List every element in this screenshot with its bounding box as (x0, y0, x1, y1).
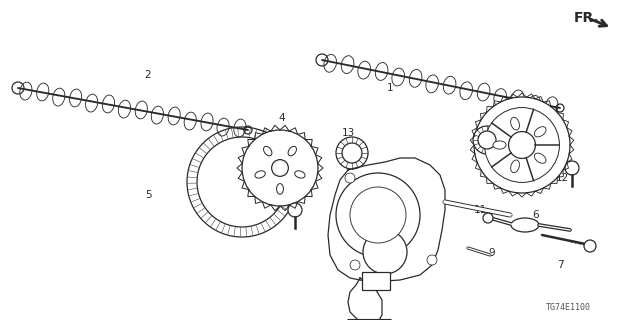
Polygon shape (328, 158, 445, 282)
Text: 10: 10 (421, 190, 435, 200)
Ellipse shape (493, 141, 506, 149)
Circle shape (427, 255, 437, 265)
Circle shape (584, 240, 596, 252)
Circle shape (350, 260, 360, 270)
Circle shape (242, 130, 318, 206)
Ellipse shape (264, 146, 272, 156)
Circle shape (271, 160, 289, 176)
Circle shape (484, 108, 559, 182)
Circle shape (342, 143, 362, 163)
Text: 8: 8 (377, 270, 383, 280)
Text: 3: 3 (525, 113, 531, 123)
Ellipse shape (276, 184, 284, 194)
Ellipse shape (511, 117, 520, 130)
Circle shape (478, 131, 496, 149)
Text: 12: 12 (556, 173, 568, 183)
Ellipse shape (511, 218, 539, 232)
Circle shape (350, 187, 406, 243)
Text: 6: 6 (532, 210, 540, 220)
Circle shape (336, 173, 420, 257)
Circle shape (345, 173, 355, 183)
Circle shape (509, 132, 536, 158)
Circle shape (288, 203, 302, 217)
Text: 9: 9 (489, 248, 495, 258)
Text: TG74E1100: TG74E1100 (545, 303, 591, 313)
Text: FR.: FR. (574, 11, 600, 25)
Text: 14: 14 (413, 258, 427, 268)
Ellipse shape (534, 153, 546, 163)
Circle shape (565, 161, 579, 175)
Text: 1: 1 (387, 83, 394, 93)
Circle shape (473, 126, 501, 154)
Ellipse shape (534, 127, 546, 137)
Text: 13: 13 (341, 128, 355, 138)
Text: 5: 5 (145, 190, 151, 200)
Text: 11: 11 (474, 205, 486, 215)
Circle shape (474, 97, 570, 193)
Text: 2: 2 (145, 70, 151, 80)
Text: 7: 7 (557, 260, 563, 270)
Ellipse shape (511, 160, 520, 173)
Circle shape (336, 137, 368, 169)
Text: 4: 4 (278, 113, 285, 123)
Ellipse shape (288, 146, 296, 156)
Text: 13: 13 (492, 105, 504, 115)
Text: 12: 12 (287, 205, 301, 215)
Ellipse shape (255, 171, 266, 178)
Ellipse shape (294, 171, 305, 178)
Circle shape (483, 213, 493, 223)
Polygon shape (348, 278, 382, 320)
FancyBboxPatch shape (362, 272, 390, 290)
Circle shape (363, 230, 407, 274)
